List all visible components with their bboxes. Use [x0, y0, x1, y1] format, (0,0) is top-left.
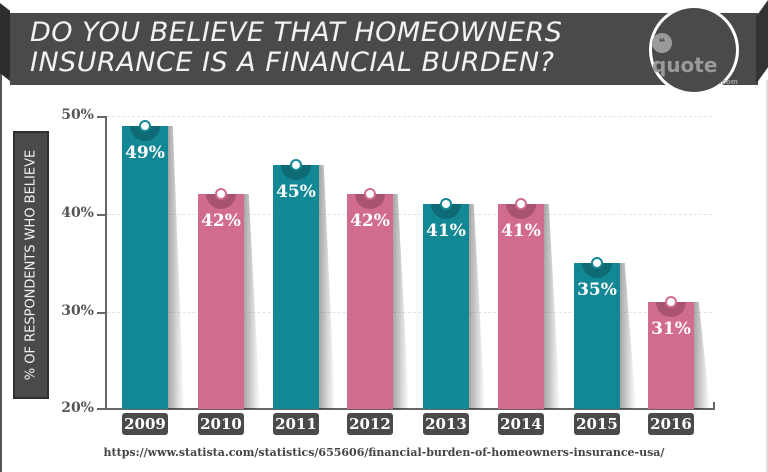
bar-value-label: 49% [125, 143, 165, 163]
bar-cap [130, 126, 160, 141]
source-url: https://www.statista.com/statistics/6556… [103, 446, 665, 459]
bar-cap [656, 302, 686, 317]
y-tick-50 [97, 116, 106, 118]
bar-value-label: 42% [350, 211, 390, 231]
bar-value-label: 41% [426, 221, 466, 241]
bar-cap [582, 263, 612, 278]
bar-cap [281, 165, 311, 180]
banner-fold-left [0, 3, 10, 81]
bar-value-label: 42% [201, 211, 241, 231]
bar-value-label: 35% [577, 280, 617, 300]
pin-icon [364, 188, 376, 200]
y-axis-label: % OF RESPONDENTS WHO BELIEVE [23, 149, 39, 381]
x-label-2012: 2012 [347, 413, 393, 435]
title-banner [10, 13, 758, 85]
x-label-2011: 2011 [273, 413, 319, 435]
bar-cap [206, 194, 236, 209]
y-axis [105, 116, 107, 410]
y-tick-40 [97, 214, 106, 216]
pin-icon [290, 159, 302, 171]
pin-icon [440, 198, 452, 210]
x-label-2010: 2010 [198, 413, 244, 435]
quote-logo: ❝quote .com [649, 5, 739, 95]
bar-2010: 42% [198, 188, 260, 409]
speech-bubble-quote-icon: ❝ [652, 32, 672, 53]
x-label-2016: 2016 [648, 413, 694, 435]
bar-2009: 49% [122, 120, 184, 409]
bar-value-label: 45% [276, 182, 316, 202]
pin-icon [591, 257, 603, 269]
logo-domain: .com [719, 77, 738, 86]
title-line-1: DO YOU BELIEVE THAT HOMEOWNERS [30, 17, 563, 48]
bar-shadow [168, 126, 184, 409]
bar-value-label: 31% [651, 319, 691, 339]
y-tick-30 [97, 312, 106, 314]
y-tick-label-20: 20% [61, 400, 94, 416]
x-axis [105, 408, 715, 410]
y-tick-label-50: 50% [61, 107, 94, 123]
pin-icon [515, 198, 527, 210]
gridline-40 [107, 214, 712, 215]
bar-2013: 41% [423, 198, 485, 409]
pin-icon [139, 120, 151, 132]
bar-cap [431, 204, 461, 219]
x-label-2014: 2014 [498, 413, 544, 435]
bar-2015: 35% [574, 257, 636, 409]
bar-value-label: 41% [501, 221, 541, 241]
bar-2016: 31% [648, 296, 710, 409]
title-line-2: INSURANCE IS A FINANCIAL BURDEN? [30, 47, 555, 78]
x-axis-end-tick [713, 402, 715, 410]
banner-fold-right [756, 0, 768, 84]
logo-wordmark: ❝quote .com [652, 24, 738, 86]
pin-icon [665, 296, 677, 308]
x-label-2015: 2015 [574, 413, 620, 435]
frame-border-right [766, 80, 768, 472]
bar-2014: 41% [498, 198, 560, 409]
bar-cap [355, 194, 385, 209]
bar-2011: 45% [273, 159, 335, 409]
y-axis-label-box: % OF RESPONDENTS WHO BELIEVE [13, 131, 49, 399]
pin-icon [215, 188, 227, 200]
bar-2012: 42% [347, 188, 409, 409]
x-label-2009: 2009 [122, 413, 168, 435]
y-tick-label-30: 30% [61, 303, 94, 319]
y-tick-20 [97, 408, 106, 410]
gridline-30 [107, 312, 712, 313]
y-tick-label-40: 40% [61, 205, 94, 221]
gridline-50 [107, 116, 712, 117]
frame-border-left [0, 40, 2, 472]
x-label-2013: 2013 [423, 413, 469, 435]
chart-title: DO YOU BELIEVE THAT HOMEOWNERS INSURANCE… [30, 18, 562, 78]
bar-cap [506, 204, 536, 219]
